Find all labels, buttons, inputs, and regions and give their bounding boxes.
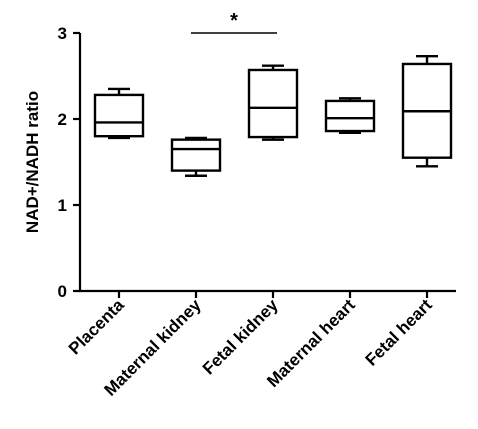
iqr-box (324, 99, 376, 133)
y-tick-label: 1 (58, 196, 67, 215)
box-fetal-kidney (247, 64, 299, 141)
iqr-box (93, 93, 145, 138)
significance-annotations: * (191, 10, 277, 34)
x-tick-label: Placenta (65, 295, 128, 358)
box-maternal-heart (324, 97, 376, 134)
y-tick-label: 3 (58, 24, 67, 43)
significance-star: * (230, 10, 238, 32)
box-fetal-heart (401, 55, 453, 168)
boxes (93, 55, 453, 177)
iqr-box (170, 138, 222, 172)
x-tick-label: Fetal kidney (199, 295, 282, 378)
box-maternal-kidney (170, 136, 222, 177)
y-axis-title: NAD+/NADH ratio (23, 91, 42, 233)
box-placenta (93, 87, 145, 140)
x-tick-label: Fetal heart (362, 295, 436, 369)
iqr-box (247, 68, 299, 139)
y-ticks: 0 1 2 3 (58, 24, 80, 301)
y-tick-label: 2 (58, 110, 67, 129)
y-tick-label: 0 (58, 282, 67, 301)
